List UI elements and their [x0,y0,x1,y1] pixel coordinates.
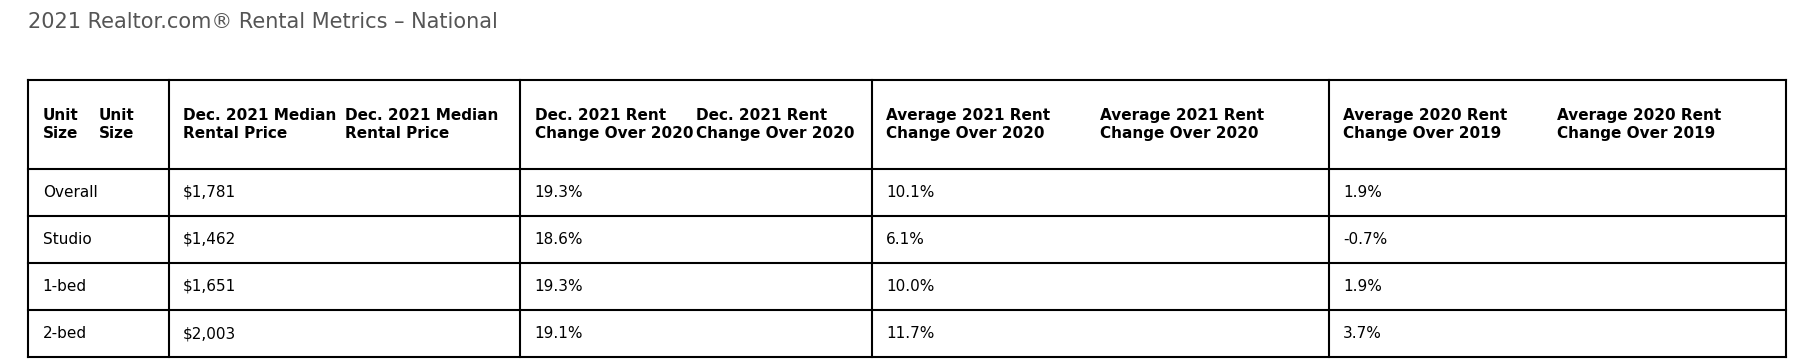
Text: Dec. 2021 Rent
Change Over 2020: Dec. 2021 Rent Change Over 2020 [697,109,855,141]
Text: 1.9%: 1.9% [1343,279,1381,294]
Text: 2-bed: 2-bed [43,326,86,341]
Text: 10.0%: 10.0% [885,279,934,294]
Text: 10.1%: 10.1% [885,185,934,200]
Text: 6.1%: 6.1% [885,232,925,247]
Text: Average 2020 Rent
Change Over 2019: Average 2020 Rent Change Over 2019 [1343,109,1507,141]
Text: Average 2021 Rent
Change Over 2020: Average 2021 Rent Change Over 2020 [1101,109,1264,141]
Text: 1-bed: 1-bed [43,279,86,294]
Text: 3.7%: 3.7% [1343,326,1381,341]
Text: 2021 Realtor.com® Rental Metrics – National: 2021 Realtor.com® Rental Metrics – Natio… [29,12,497,32]
Text: 19.1%: 19.1% [535,326,584,341]
Text: Overall: Overall [43,185,97,200]
Text: 11.7%: 11.7% [885,326,934,341]
Text: $2,003: $2,003 [183,326,237,341]
Text: Unit
Size: Unit Size [99,109,135,141]
Text: 19.3%: 19.3% [535,279,584,294]
Text: Average 2020 Rent
Change Over 2019: Average 2020 Rent Change Over 2019 [1557,109,1721,141]
Text: 19.3%: 19.3% [535,185,584,200]
Text: Average 2021 Rent
Change Over 2020: Average 2021 Rent Change Over 2020 [885,109,1051,141]
Text: Studio: Studio [43,232,92,247]
Text: -0.7%: -0.7% [1343,232,1387,247]
Text: Dec. 2021 Median
Rental Price: Dec. 2021 Median Rental Price [345,109,497,141]
Text: $1,781: $1,781 [183,185,237,200]
Text: Dec. 2021 Rent
Change Over 2020: Dec. 2021 Rent Change Over 2020 [535,109,693,141]
Text: $1,462: $1,462 [183,232,237,247]
Text: 1.9%: 1.9% [1343,185,1381,200]
Text: 18.6%: 18.6% [535,232,584,247]
Text: Dec. 2021 Median
Rental Price: Dec. 2021 Median Rental Price [183,109,336,141]
Text: $1,651: $1,651 [183,279,237,294]
Text: Unit
Size: Unit Size [43,109,79,141]
